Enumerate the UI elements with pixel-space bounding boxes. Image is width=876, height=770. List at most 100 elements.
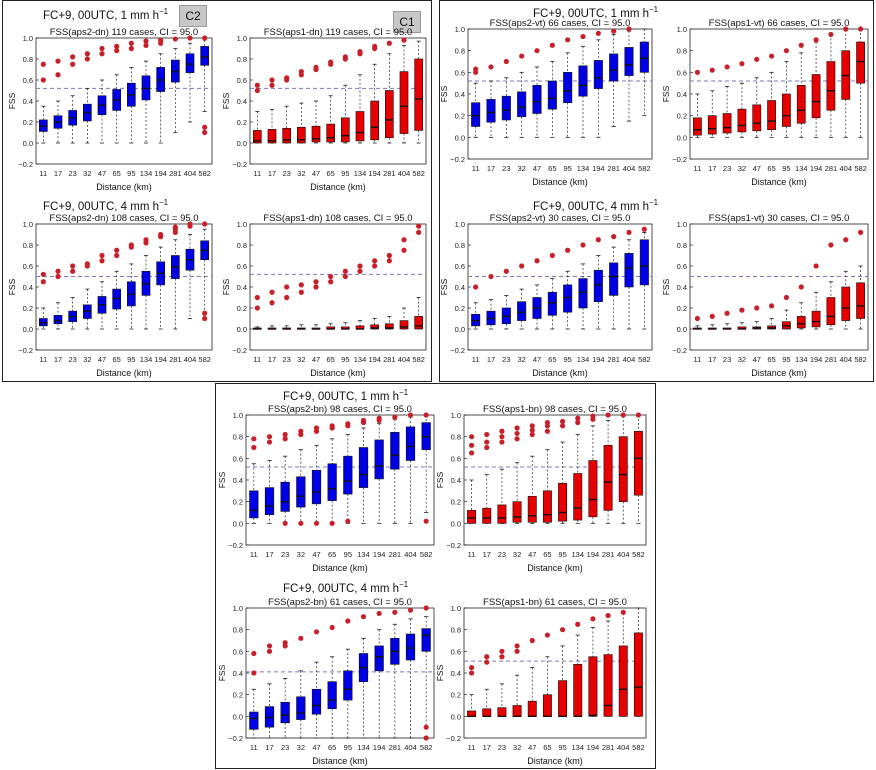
y-tick-label: 0.6 bbox=[455, 262, 465, 271]
subplot-aps2-bn-4mm: FSS(aps2-bn) 61 cases, CI = 95.0 −0.2 0.0 0… bbox=[217, 597, 435, 766]
outlier-point bbox=[298, 520, 304, 526]
y-axis-label: FSS bbox=[221, 278, 231, 295]
x-tick-label: 23 bbox=[68, 355, 76, 364]
box bbox=[399, 320, 409, 330]
x-tick-label: 17 bbox=[54, 169, 62, 178]
x-tick-label: 404 bbox=[623, 164, 636, 173]
box bbox=[578, 65, 588, 97]
x-tick-label: 11 bbox=[472, 355, 480, 364]
y-tick-label: 0.4 bbox=[233, 669, 243, 678]
outlier-point bbox=[484, 439, 490, 445]
outlier-point bbox=[484, 444, 490, 451]
box bbox=[609, 53, 619, 82]
y-tick-label: 0.4 bbox=[237, 283, 247, 292]
box bbox=[532, 85, 542, 114]
y-tick-label: 0.0 bbox=[451, 519, 461, 528]
outlier-point bbox=[620, 412, 626, 418]
outlier-point bbox=[342, 54, 348, 60]
box bbox=[856, 41, 865, 84]
x-tick-label: 17 bbox=[487, 164, 495, 173]
x-tick-label: 32 bbox=[738, 355, 746, 364]
subplot-aps2-vt-1mm: FSS(aps2-vt) 66 cases, CI = 95.0 −0.2 0.0 0… bbox=[439, 18, 653, 187]
x-tick-label: 47 bbox=[312, 169, 320, 178]
outlier-point bbox=[55, 273, 61, 280]
y-tick-label: 1.0 bbox=[23, 220, 33, 229]
y-tick-label: 1.0 bbox=[237, 34, 247, 43]
outlier-point bbox=[357, 268, 363, 274]
x-axis-label: Distance (km) bbox=[527, 563, 583, 573]
box bbox=[414, 58, 423, 131]
x-tick-label: 582 bbox=[412, 169, 425, 178]
outlier-point bbox=[768, 303, 775, 309]
y-tick-label: 0.2 bbox=[677, 304, 687, 313]
outlier-point bbox=[342, 268, 348, 274]
outlier-point bbox=[529, 427, 535, 433]
outlier-point bbox=[329, 423, 335, 429]
outlier-point bbox=[342, 273, 348, 280]
x-tick-label: 11 bbox=[39, 355, 47, 364]
outlier-point bbox=[313, 629, 320, 635]
box bbox=[341, 117, 350, 143]
outlier-point bbox=[70, 54, 76, 60]
x-tick-label: 281 bbox=[825, 164, 838, 173]
box bbox=[249, 711, 259, 730]
x-tick-label: 194 bbox=[368, 169, 381, 178]
y-tick-label: 0.8 bbox=[677, 241, 687, 250]
x-tick-label: 23 bbox=[68, 169, 76, 178]
box bbox=[280, 481, 290, 512]
outlier-point bbox=[202, 315, 208, 322]
outlier-point bbox=[202, 129, 208, 136]
outlier-point bbox=[40, 271, 46, 277]
plot-frame bbox=[467, 28, 653, 160]
y-axis-label: FSS bbox=[217, 471, 227, 488]
outlier-point bbox=[519, 53, 525, 59]
outlier-point bbox=[269, 300, 275, 306]
panel-c-heading-1: FC+9, 00UTC, 1 mm h−1 bbox=[43, 7, 169, 22]
outlier-point bbox=[580, 33, 586, 40]
y-tick-label: 0.0 bbox=[455, 133, 465, 142]
box bbox=[385, 323, 394, 330]
y-tick-label: 0.8 bbox=[677, 47, 687, 56]
panel-e-heading-1: FC+9, 00UTC, 1 mm h−1 bbox=[283, 388, 409, 403]
box bbox=[693, 117, 702, 136]
x-tick-label: 281 bbox=[602, 550, 615, 559]
outlier-point bbox=[357, 263, 363, 269]
outlier-point bbox=[345, 618, 351, 624]
outlier-point bbox=[99, 252, 105, 259]
y-tick-label: 0.0 bbox=[455, 325, 465, 334]
y-tick-label: 0.4 bbox=[677, 90, 687, 99]
outlier-point bbox=[605, 612, 611, 619]
box bbox=[482, 507, 492, 524]
outlier-point bbox=[423, 518, 429, 524]
y-tick-label: −0.2 bbox=[450, 346, 465, 355]
y-tick-label: 1.0 bbox=[451, 411, 461, 420]
y-tick-label: 0.6 bbox=[23, 262, 33, 271]
outlier-point bbox=[468, 442, 475, 448]
subplot-aps1-vt-4mm: FSS(aps1-vt) 30 cases, CI = 95.0 −0.2 0.0 0… bbox=[661, 213, 869, 378]
x-tick-label: 404 bbox=[404, 743, 417, 752]
y-tick-label: 0.6 bbox=[237, 76, 247, 85]
x-tick-label: 134 bbox=[140, 355, 153, 364]
outlier-point bbox=[488, 273, 494, 280]
y-tick-label: −0.2 bbox=[450, 155, 465, 164]
box bbox=[542, 490, 552, 523]
outlier-point bbox=[754, 56, 760, 62]
outlier-point bbox=[724, 310, 730, 316]
y-axis-label: FSS bbox=[661, 278, 671, 295]
x-tick-label: 95 bbox=[341, 169, 349, 178]
subplot-aps1-vt-1mm: FSS(aps1-vt) 66 cases, CI = 95.0 −0.2 0.0 0… bbox=[661, 18, 869, 187]
y-tick-label: 0.8 bbox=[23, 241, 33, 250]
box bbox=[633, 430, 643, 496]
outlier-point bbox=[575, 419, 581, 426]
outlier-point bbox=[473, 66, 479, 72]
plot-frame bbox=[35, 37, 213, 165]
box bbox=[609, 262, 619, 296]
subplot-aps2-dn-4mm: FSS(aps2-dn) 108 cases, CI = 95.0 −0.2 0.0… bbox=[7, 213, 213, 378]
x-tick-label: 23 bbox=[498, 743, 506, 752]
y-tick-label: 0.0 bbox=[677, 133, 687, 142]
outlier-point bbox=[828, 242, 834, 248]
y-tick-label: −0.2 bbox=[18, 160, 33, 169]
x-tick-label: 95 bbox=[344, 743, 352, 752]
box bbox=[856, 282, 865, 319]
outlier-point bbox=[559, 627, 566, 633]
